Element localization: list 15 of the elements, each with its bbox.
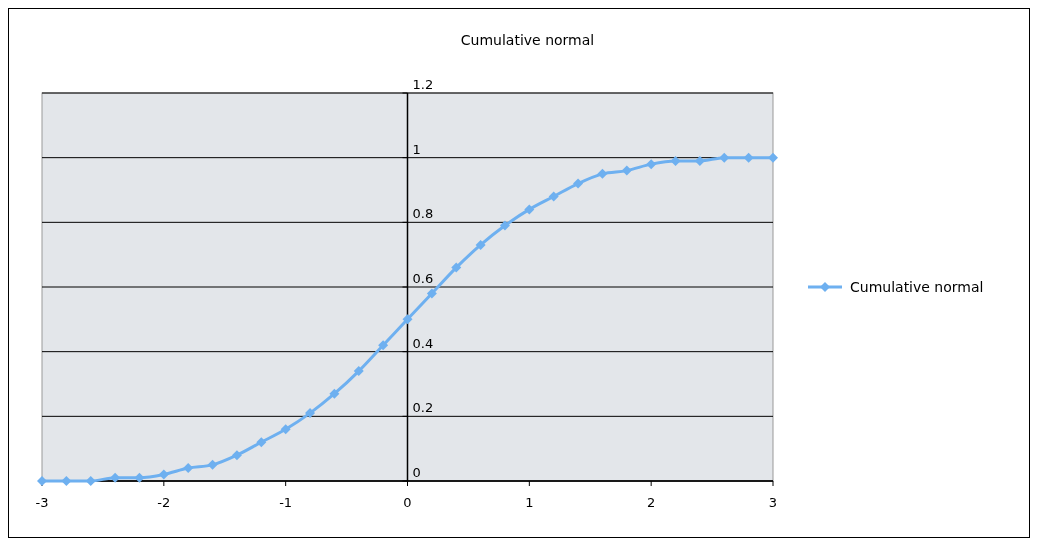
x-tick-label: 1: [525, 495, 534, 510]
x-tick-label: 2: [647, 495, 656, 510]
y-tick-label: 0.2: [412, 400, 434, 416]
x-tick-label: -3: [35, 495, 49, 510]
y-tick-label: 0.4: [412, 335, 434, 351]
y-tick-label: 1: [412, 141, 421, 157]
y-tick-label: 0: [412, 465, 421, 480]
y-tick-label: 0.8: [412, 206, 434, 222]
legend-label: Cumulative normal: [850, 278, 984, 295]
chart-title: Cumulative normal: [460, 32, 595, 48]
y-tick-label: 1.2: [412, 77, 434, 92]
x-tick-label: -1: [279, 495, 293, 510]
x-tick-label: -2: [157, 495, 171, 510]
y-tick-label: 0.6: [412, 271, 434, 286]
x-tick-label: 3: [768, 495, 778, 510]
